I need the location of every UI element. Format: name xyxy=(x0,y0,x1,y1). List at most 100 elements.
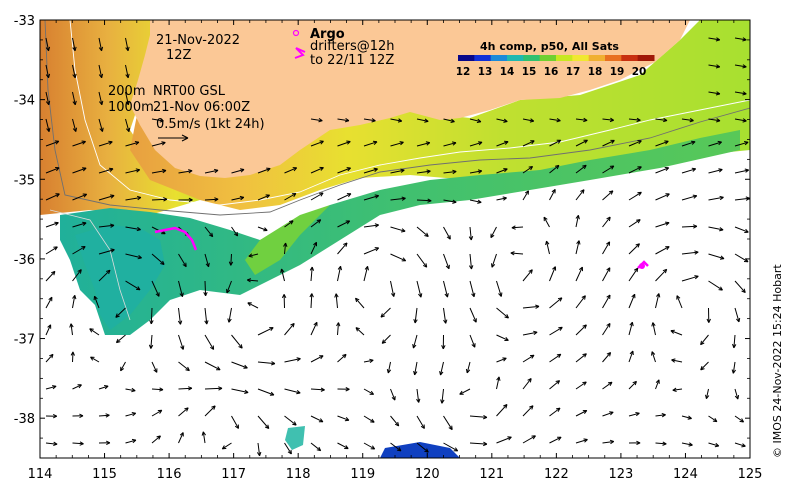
current-arrow xyxy=(628,350,634,363)
current-arrow xyxy=(602,241,611,255)
current-arrow xyxy=(72,118,78,132)
current-arrow xyxy=(337,442,349,450)
current-arrow xyxy=(363,415,375,423)
current-arrow xyxy=(151,197,168,202)
current-arrow xyxy=(522,330,538,336)
colorbar-swatch xyxy=(621,55,639,61)
colorbar-swatch xyxy=(458,55,475,61)
current-arrow xyxy=(309,293,314,309)
current-arrow xyxy=(491,253,497,268)
current-arrow xyxy=(651,322,656,336)
current-arrow xyxy=(700,334,709,346)
current-arrow xyxy=(443,141,457,147)
current-arrow xyxy=(628,412,640,417)
current-arrow xyxy=(602,117,614,123)
current-arrow xyxy=(651,351,656,363)
current-arrow xyxy=(310,321,318,336)
colorbar-swatch xyxy=(507,55,524,61)
current-vectors xyxy=(45,37,750,457)
lon-tick-label: 114 xyxy=(28,467,53,482)
current-arrow xyxy=(98,118,104,132)
current-arrow xyxy=(226,280,232,294)
colorbar-swatch xyxy=(588,55,606,61)
current-arrow xyxy=(469,280,476,298)
current-arrow xyxy=(655,140,669,147)
current-arrow xyxy=(72,64,77,79)
current-arrow xyxy=(575,381,587,390)
current-arrow xyxy=(257,415,270,429)
colorbar-label: 13 xyxy=(478,66,493,78)
current-arrow xyxy=(602,294,611,309)
current-arrow xyxy=(602,439,615,445)
current-arrow xyxy=(72,269,82,282)
current-arrow xyxy=(671,358,683,363)
current-arrow xyxy=(178,253,187,268)
current-arrow xyxy=(72,91,77,106)
current-arrow xyxy=(363,167,378,174)
current-arrow xyxy=(496,196,507,201)
colorbar-label: 20 xyxy=(632,66,647,78)
current-arrow xyxy=(355,327,365,336)
current-arrow xyxy=(416,169,431,174)
current-arrow xyxy=(628,140,642,147)
current-arrow xyxy=(98,91,104,106)
current-arrow xyxy=(337,220,351,228)
current-arrow xyxy=(247,302,259,309)
current-arrow xyxy=(602,216,611,228)
current-arrow xyxy=(708,415,718,423)
current-arrow xyxy=(443,199,457,204)
current-arrow xyxy=(115,307,126,318)
current-arrow xyxy=(628,117,641,123)
current-arrow xyxy=(628,440,641,446)
current-arrow xyxy=(469,199,482,204)
current-arrow xyxy=(443,307,448,324)
current-arrow xyxy=(125,64,130,79)
current-arrow xyxy=(178,169,193,174)
current-arrow xyxy=(700,361,709,371)
current-arrow xyxy=(522,190,529,201)
current-arrow xyxy=(231,168,245,174)
lat-tick-label: -38 xyxy=(14,412,35,427)
current-arrow xyxy=(98,385,109,390)
current-arrow xyxy=(416,198,432,203)
current-arrow xyxy=(204,386,223,391)
current-arrow xyxy=(363,118,376,123)
current-arrow xyxy=(98,248,115,255)
current-arrow xyxy=(151,387,164,392)
current-arrow xyxy=(575,295,586,309)
colorbar-label: 12 xyxy=(456,66,471,78)
current-arrow xyxy=(390,442,402,452)
current-arrow xyxy=(151,168,167,174)
current-arrow xyxy=(706,307,711,323)
current-arrow xyxy=(496,376,501,390)
current-arrow xyxy=(522,118,535,123)
current-arrow xyxy=(363,140,378,147)
current-arrow xyxy=(655,193,670,201)
current-arrow xyxy=(681,250,699,255)
current-arrow xyxy=(72,37,77,52)
current-arrow xyxy=(672,387,683,392)
current-arrow xyxy=(602,139,615,147)
current-arrow xyxy=(628,293,636,309)
current-arrow xyxy=(416,280,423,298)
current-arrow xyxy=(575,214,580,228)
lon-tick-label: 116 xyxy=(157,467,182,482)
current-arrow xyxy=(148,334,154,349)
current-arrow xyxy=(681,194,698,201)
current-arrow xyxy=(734,168,750,174)
current-arrow xyxy=(231,195,245,201)
current-arrow xyxy=(204,197,219,202)
current-arrow xyxy=(708,280,723,291)
current-arrow xyxy=(257,167,271,174)
current-arrow xyxy=(178,432,184,444)
current-arrow xyxy=(655,413,666,418)
current-arrow xyxy=(363,265,369,282)
current-arrow xyxy=(734,280,746,294)
current-arrow xyxy=(549,297,563,309)
lon-tick-label: 120 xyxy=(415,467,440,482)
current-arrow xyxy=(151,361,158,373)
drifter-track xyxy=(154,226,198,251)
current-arrow xyxy=(248,253,259,258)
current-arrow xyxy=(575,240,581,255)
current-arrow xyxy=(469,307,477,323)
